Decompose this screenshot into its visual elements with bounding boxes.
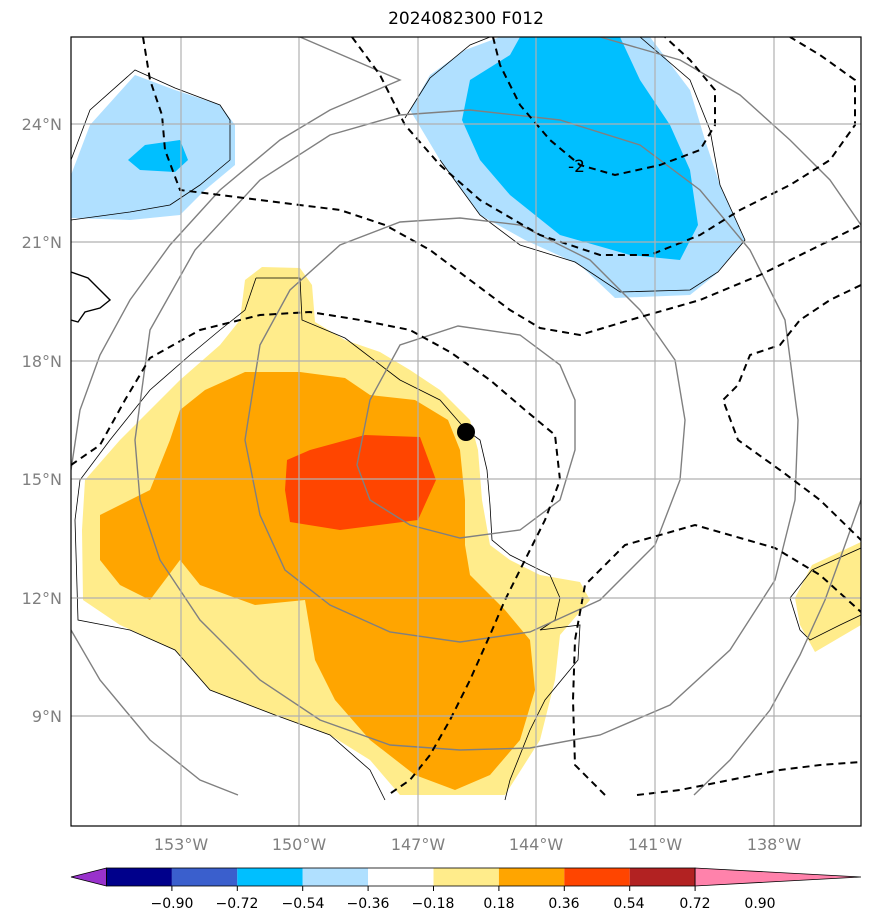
colorbar-tick-labels: −0.90 −0.72 −0.54 −0.36 −0.18 0.18 0.36 … — [151, 896, 776, 912]
colorbar-tick: 0.54 — [613, 896, 644, 912]
lon-label: 144°W — [509, 835, 564, 854]
colorbar — [70, 867, 862, 891]
colorbar-segment — [629, 868, 696, 886]
colorbar-segment — [433, 868, 499, 886]
colorbar-segment — [564, 868, 630, 886]
lat-label: 15°N — [22, 470, 62, 489]
lon-label: 141°W — [628, 835, 683, 854]
colorbar-extend-high — [694, 867, 862, 887]
shading-blue-ne — [462, 37, 698, 260]
dashed-contours — [71, 37, 861, 796]
lon-label: 147°W — [391, 835, 446, 854]
map-title: 2024082300 F012 — [388, 9, 544, 29]
lat-label: 24°N — [22, 115, 62, 134]
lon-label: 153°W — [154, 835, 209, 854]
latitude-labels: 24°N 21°N 18°N 15°N 12°N 9°N — [22, 115, 62, 726]
colorbar-tick: 0.36 — [548, 896, 579, 912]
lon-label: 138°W — [747, 835, 802, 854]
colorbar-segment — [368, 868, 434, 886]
colorbar-tick: −0.36 — [347, 896, 390, 912]
shading-red-orange — [285, 435, 436, 530]
lat-label: 21°N — [22, 233, 62, 252]
island-coastline — [71, 271, 112, 323]
colorbar-tick: −0.18 — [412, 896, 455, 912]
thin-contours — [71, 37, 861, 801]
colorbar-border — [106, 867, 696, 887]
colorbar-segment — [171, 868, 238, 886]
gridlines — [71, 37, 861, 826]
lat-label: 9°N — [32, 707, 62, 726]
lat-label: 18°N — [22, 352, 62, 371]
colorbar-tick: 0.72 — [679, 896, 710, 912]
colorbar-tick: −0.54 — [282, 896, 325, 912]
colorbar-extend-low — [70, 867, 107, 887]
storm-center-marker — [457, 423, 475, 441]
longitude-labels: 153°W 150°W 147°W 144°W 141°W 138°W — [154, 835, 802, 854]
contour-label: -2 — [568, 157, 585, 177]
lat-label: 12°N — [22, 589, 62, 608]
colorbar-segment — [106, 868, 172, 886]
colorbar-segment — [237, 868, 303, 886]
shading-blue-nw — [128, 140, 188, 172]
colorbar-tick: 0.90 — [744, 896, 775, 912]
colorbar-segment — [498, 868, 565, 886]
map-frame — [70, 36, 862, 827]
shading-light-yellow-e — [795, 542, 861, 652]
colorbar-tick: −0.90 — [151, 896, 194, 912]
colorbar-tick: 0.18 — [483, 896, 514, 912]
colorbar-tick: −0.72 — [216, 896, 259, 912]
lon-label: 150°W — [272, 835, 327, 854]
colorbar-segment — [302, 868, 369, 886]
